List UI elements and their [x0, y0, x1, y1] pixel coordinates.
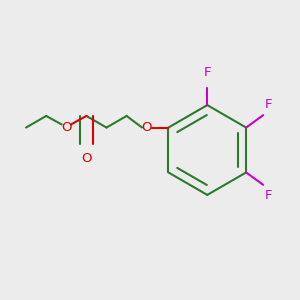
- Text: O: O: [61, 121, 71, 134]
- Text: O: O: [81, 152, 92, 166]
- Text: F: F: [265, 98, 272, 110]
- Text: F: F: [203, 66, 211, 79]
- Text: F: F: [265, 190, 272, 202]
- Text: O: O: [142, 121, 152, 134]
